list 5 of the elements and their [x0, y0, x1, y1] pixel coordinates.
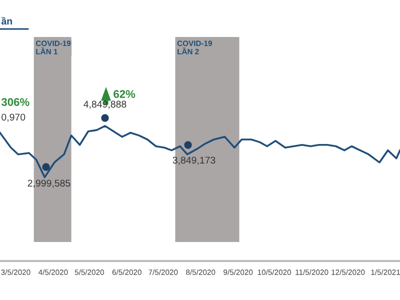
chart-title: ần: [1, 17, 12, 25]
text: 306%: [1, 98, 30, 106]
text: 62%: [114, 90, 136, 98]
text: 0,970: [2, 114, 26, 122]
text: 4,849,888: [84, 100, 126, 109]
